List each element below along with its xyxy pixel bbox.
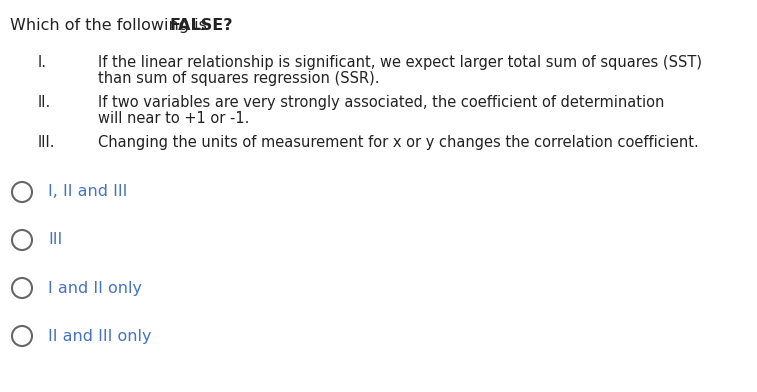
Text: Which of the following is: Which of the following is xyxy=(10,18,212,33)
Text: II and III only: II and III only xyxy=(48,328,151,343)
Text: than sum of squares regression (SSR).: than sum of squares regression (SSR). xyxy=(98,71,379,86)
Text: I.: I. xyxy=(38,55,47,70)
Text: Changing the units of measurement for x or y changes the correlation coefficient: Changing the units of measurement for x … xyxy=(98,135,699,150)
Text: will near to +1 or -1.: will near to +1 or -1. xyxy=(98,111,249,126)
Text: If the linear relationship is significant, we expect larger total sum of squares: If the linear relationship is significan… xyxy=(98,55,702,70)
Text: If two variables are very strongly associated, the coefficient of determination: If two variables are very strongly assoc… xyxy=(98,95,665,110)
Text: FALSE?: FALSE? xyxy=(170,18,233,33)
Text: I and II only: I and II only xyxy=(48,281,142,296)
Text: III.: III. xyxy=(38,135,55,150)
Text: III: III xyxy=(48,232,62,247)
Text: I, II and III: I, II and III xyxy=(48,185,127,200)
Text: II.: II. xyxy=(38,95,51,110)
